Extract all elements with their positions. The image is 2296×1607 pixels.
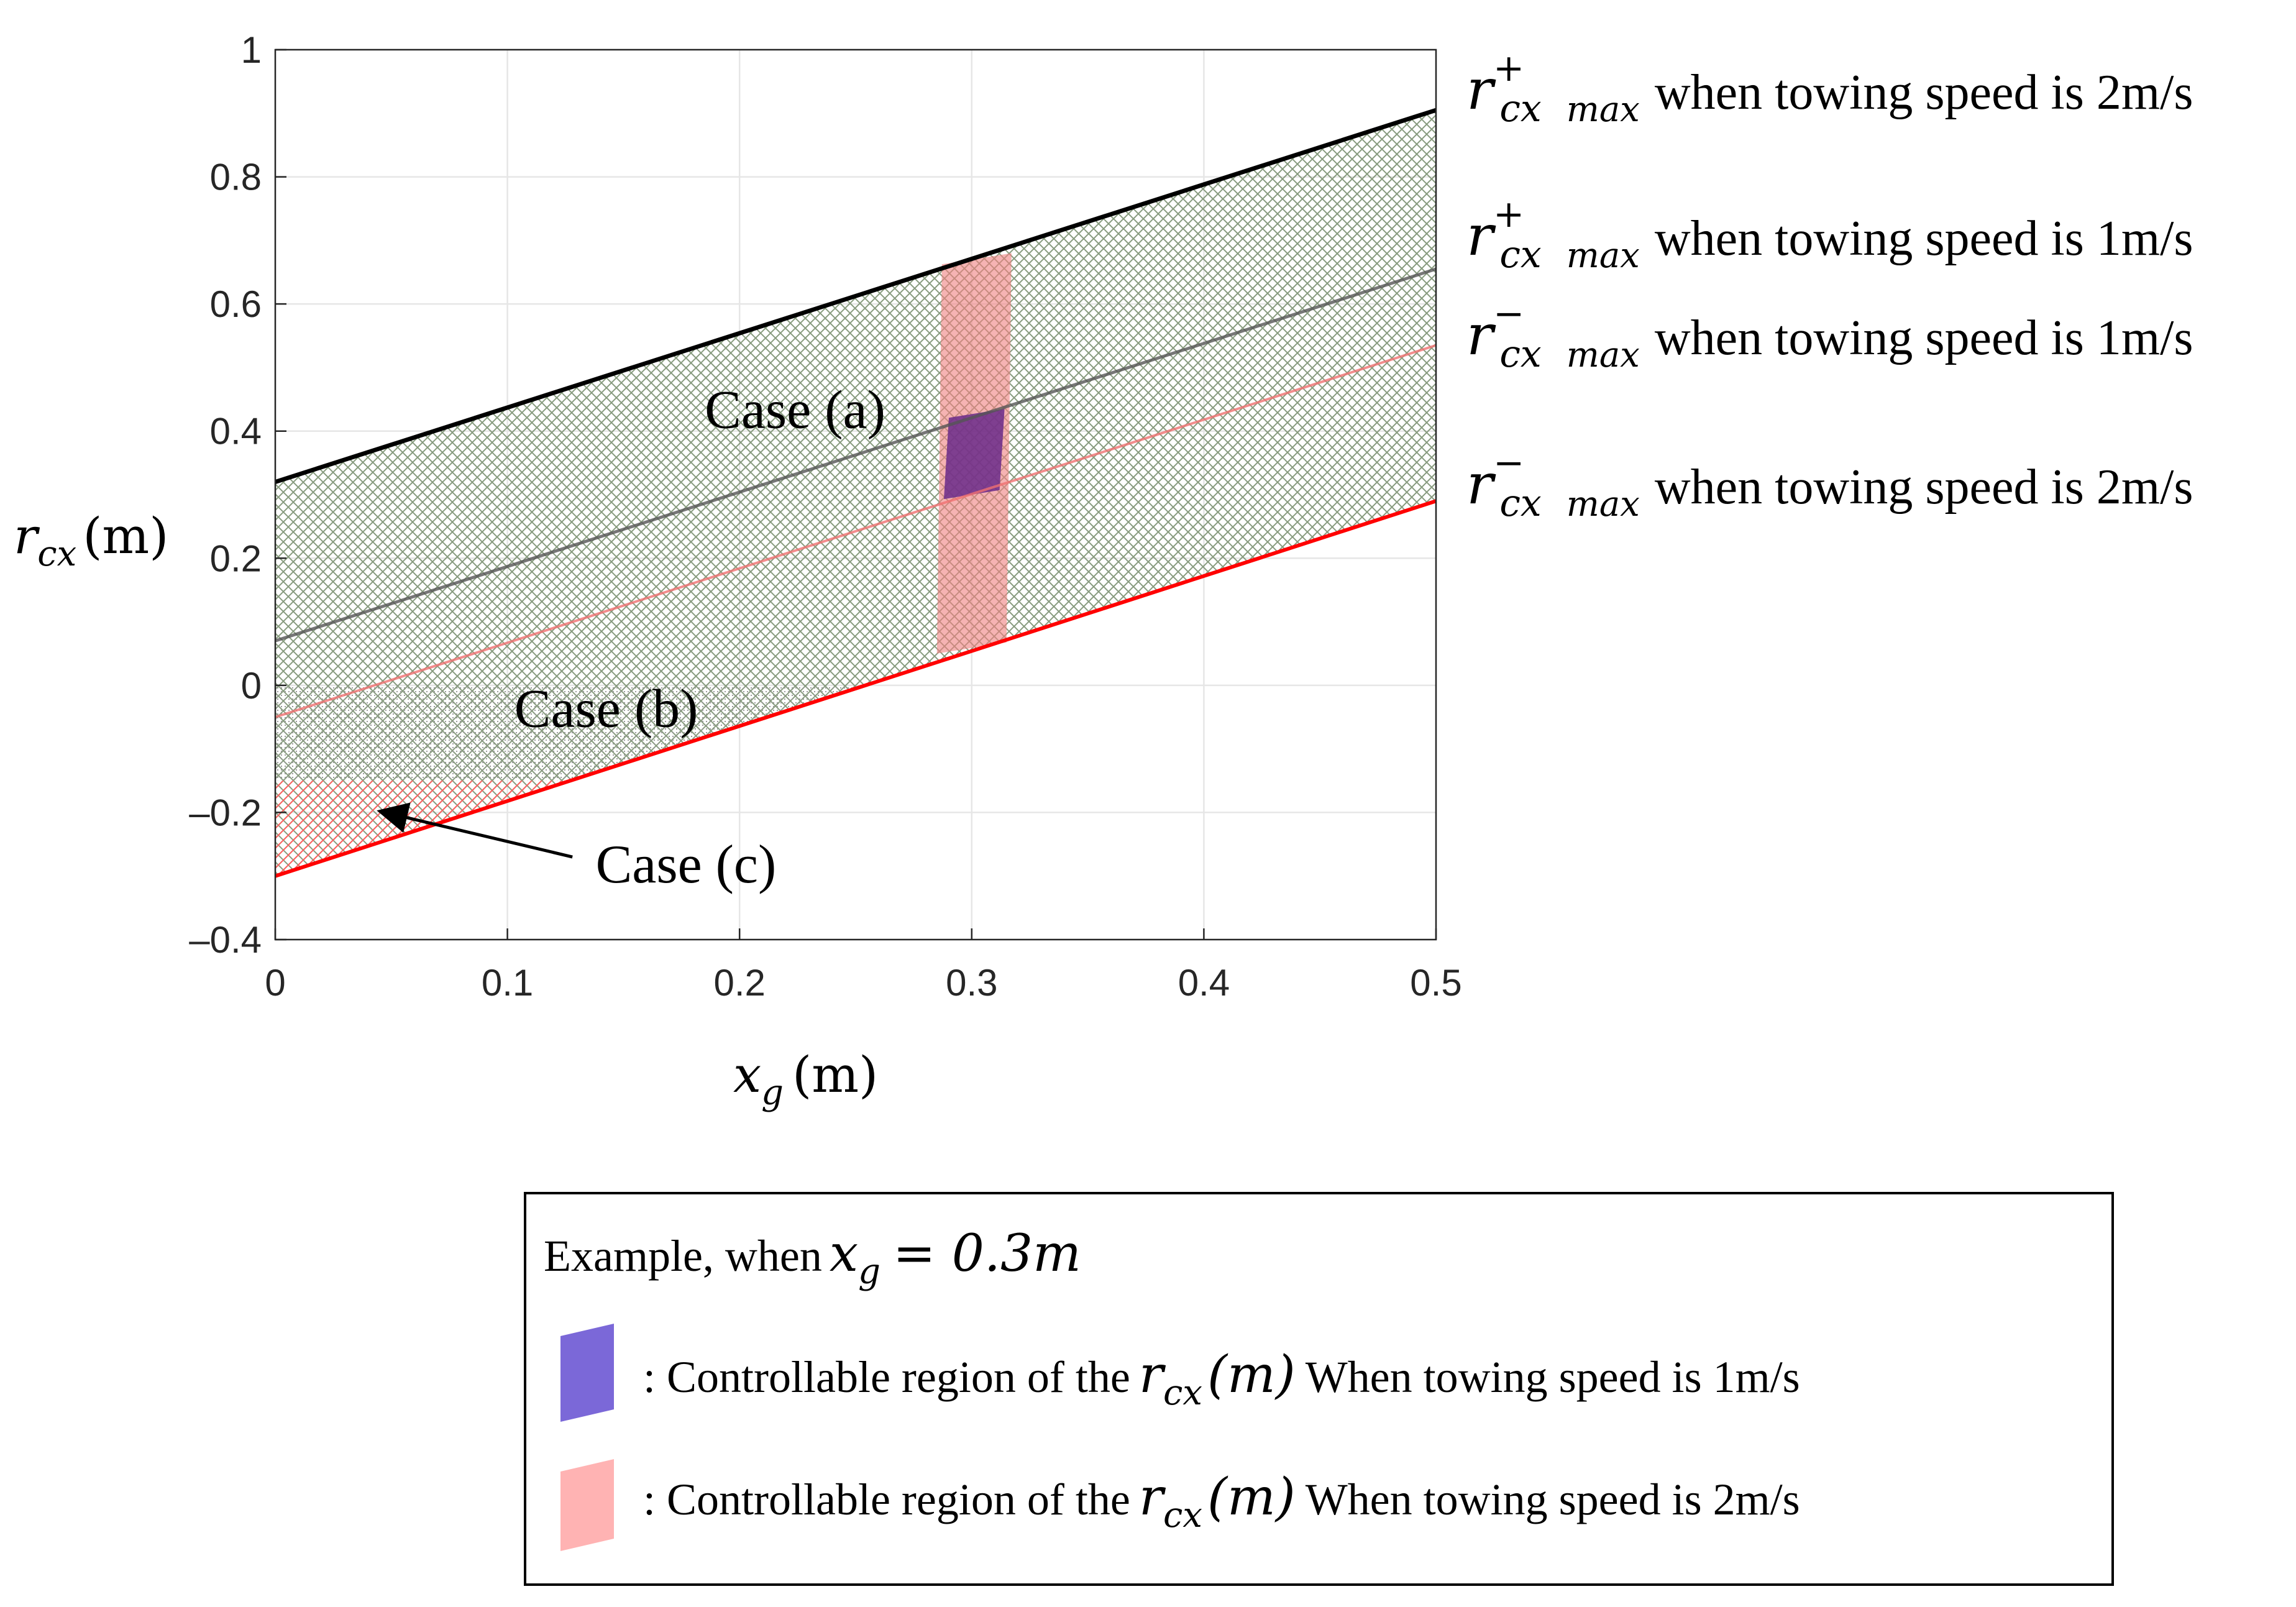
x-axis-label: xg (m) bbox=[733, 1046, 878, 1113]
line-label-1: r+ cx max when towing speed is 1m/s bbox=[1466, 193, 2193, 277]
plot-frame bbox=[274, 48, 1437, 941]
series-lines bbox=[274, 108, 1437, 878]
case-b-region bbox=[275, 685, 866, 781]
svg-text:xg(m): xg (m) bbox=[733, 1046, 878, 1113]
x-tick-label-3: 0.3 bbox=[946, 962, 997, 1004]
line-label-3: r− cx max when towing speed is 2m/s bbox=[1466, 441, 2193, 525]
y-tick-label-6: 0.8 bbox=[210, 157, 262, 198]
series-line-1 bbox=[275, 267, 1437, 643]
case-a-region bbox=[275, 110, 1436, 876]
y-tick-label-1: –0.2 bbox=[189, 792, 262, 833]
line-label-2: r− cx max when towing speed is 1m/s bbox=[1466, 292, 2193, 376]
legend: Example, when xg = 0.3m : Controllable reg… bbox=[524, 1192, 2114, 1586]
y-axis-label: rcx (m) bbox=[14, 507, 168, 574]
y-tick-label-2: 0 bbox=[241, 665, 262, 707]
legend-title: Example, when xg = 0.3m bbox=[544, 1224, 1081, 1292]
x-tick-label-5: 0.5 bbox=[1410, 962, 1461, 1004]
legend-swatch-1ms bbox=[560, 1324, 614, 1422]
series-line-0 bbox=[274, 108, 1437, 484]
x-axis-ticks: 0 0.1 0.2 0.3 0.4 0.5 bbox=[265, 928, 1462, 1004]
line-label-0: r+ cx max when towing speed is 2m/s bbox=[1466, 47, 2193, 130]
legend-swatch-2ms bbox=[560, 1459, 614, 1551]
x-tick-label-1: 0.1 bbox=[482, 962, 533, 1004]
x-tick-label-0: 0 bbox=[265, 962, 285, 1004]
x-tick-label-2: 0.2 bbox=[713, 962, 765, 1004]
series-line-2 bbox=[275, 344, 1437, 718]
legend-box bbox=[524, 1192, 2114, 1586]
region-labels: Case (a) Case (b) Case (c) bbox=[515, 380, 885, 895]
x-tick-label-4: 0.4 bbox=[1178, 962, 1230, 1004]
region-label-2: Case (c) bbox=[596, 835, 777, 895]
y-tick-label-3: 0.2 bbox=[210, 538, 262, 579]
controllable-region-1ms bbox=[943, 408, 1005, 500]
legend-entry-1ms: : Controllable region of the rcx(m) When t… bbox=[643, 1345, 1800, 1413]
y-tick-label-5: 0.6 bbox=[210, 283, 262, 325]
y-tick-label-7: 1 bbox=[241, 29, 262, 71]
series-line-3 bbox=[275, 499, 1437, 878]
legend-entry-2ms: : Controllable region of the rcx(m) When t… bbox=[643, 1468, 1800, 1536]
y-tick-label-4: 0.4 bbox=[210, 411, 262, 452]
region-label-0: Case (a) bbox=[705, 380, 885, 441]
region-label-1: Case (b) bbox=[515, 679, 698, 739]
y-tick-label-0: –0.4 bbox=[189, 919, 262, 961]
case-c-arrow bbox=[377, 802, 573, 859]
line-labels: r+ cx max when towing speed is 2m/s r+ cx max w… bbox=[1466, 47, 2193, 525]
y-axis-ticks: –0.4 –0.2 0 0.2 0.4 0.6 0.8 1 bbox=[189, 29, 286, 961]
svg-text:rcx(m): rcx (m) bbox=[14, 507, 168, 574]
